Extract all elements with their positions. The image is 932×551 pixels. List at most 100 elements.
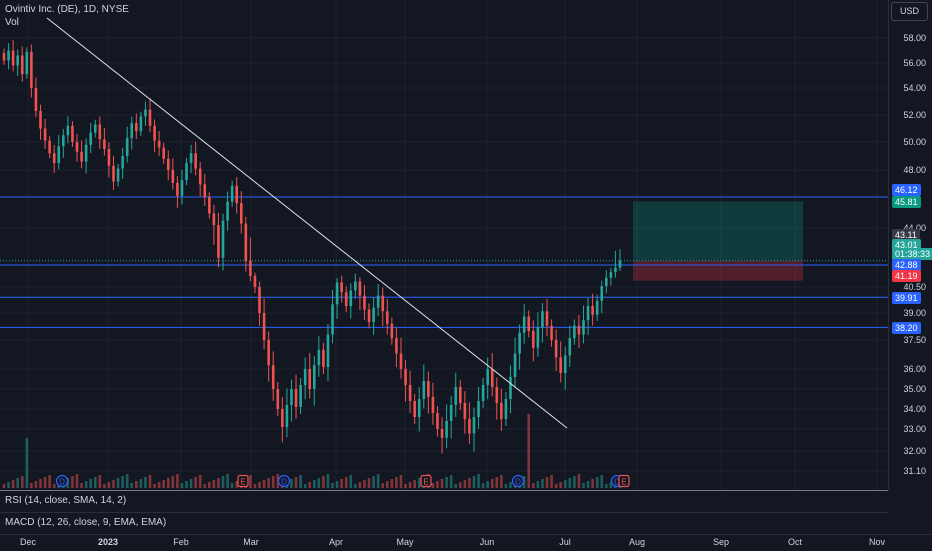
volume-bar <box>308 482 312 488</box>
candle-body <box>130 123 134 138</box>
volume-bar <box>509 482 512 488</box>
volume-bar <box>468 478 471 488</box>
volume-bar <box>271 476 275 488</box>
candle-body <box>481 385 485 401</box>
volume-bar <box>162 480 166 488</box>
volume-bar <box>276 474 280 488</box>
volume-bar <box>235 481 239 488</box>
candle-body <box>354 281 357 291</box>
candle-body <box>30 51 33 88</box>
candle-body <box>340 282 343 293</box>
price-axis[interactable]: 58.00 56.00 54.00 52.00 50.00 48.00 44.00 40.50… <box>888 0 932 490</box>
candle-body <box>595 300 599 315</box>
volume-bar <box>89 479 92 488</box>
candle-body <box>48 140 51 154</box>
target-zone <box>633 201 803 261</box>
candle-body <box>20 55 24 75</box>
candle-body <box>463 403 467 419</box>
volume-bar <box>586 481 590 488</box>
dividend-marker <box>511 474 525 488</box>
candle-body <box>331 304 334 335</box>
candle-body <box>545 311 549 326</box>
candle-body <box>605 277 608 287</box>
volume-bar <box>262 480 266 488</box>
price-tick-label: 40.50 <box>903 282 926 292</box>
volume-bar <box>176 474 179 488</box>
symbol-title[interactable]: Ovintiv Inc. (DE), 1D, NYSE <box>5 4 129 15</box>
candle-body <box>326 334 330 368</box>
candle-body <box>344 292 348 307</box>
price-tag: 01:38:33 <box>892 248 932 260</box>
time-axis[interactable]: Dec 2023 Feb Mar Apr May Jun Jul Aug Sep Oct Nov <box>0 534 932 551</box>
dividend-icon[interactable]: D <box>277 474 291 488</box>
candle-body <box>582 320 585 335</box>
price-tag: 39.91 <box>892 292 921 304</box>
volume-bar <box>454 484 458 488</box>
candle-body <box>93 124 97 133</box>
candle-body <box>513 353 517 377</box>
volume-bar <box>595 477 599 488</box>
candle-body <box>43 128 47 141</box>
candle-body <box>559 357 562 373</box>
volume-bar <box>527 414 531 488</box>
candle-body <box>125 137 129 156</box>
volume-bar <box>522 476 526 488</box>
candle-body <box>376 295 380 308</box>
volume-bar <box>390 479 394 488</box>
volume-bar <box>326 474 330 488</box>
volume-bar <box>180 483 184 488</box>
volume-label[interactable]: Vol <box>5 17 19 28</box>
volume-bar <box>605 484 608 488</box>
candle-body <box>98 124 102 140</box>
volume-bar <box>185 481 188 488</box>
macd-label[interactable]: MACD (12, 26, close, 9, EMA, EMA) <box>5 517 167 528</box>
candle-body <box>34 88 38 111</box>
volume-bar <box>472 476 476 488</box>
candle-body <box>609 272 613 278</box>
candle-body <box>203 184 207 198</box>
stop-zone <box>633 260 803 281</box>
candle-body <box>381 295 385 312</box>
volume-bar <box>25 438 29 488</box>
candle-body <box>408 385 412 401</box>
candle-body <box>404 369 407 385</box>
volume-bar <box>2 484 6 488</box>
earnings-icon[interactable]: E <box>420 474 432 488</box>
rsi-pane[interactable]: RSI (14, close, SMA, 14, 2) <box>0 490 888 512</box>
candle-body <box>25 51 29 75</box>
candle-body <box>212 213 216 226</box>
time-tick-label: Oct <box>787 537 803 547</box>
volume-bar <box>11 480 15 488</box>
volume-bar <box>171 476 175 488</box>
volume-bar <box>153 484 156 488</box>
volume-bar <box>340 479 343 488</box>
volume-bar <box>436 481 439 488</box>
macd-pane[interactable]: MACD (12, 26, close, 9, EMA, EMA) <box>0 512 888 534</box>
price-tick-label: 48.00 <box>903 165 926 175</box>
candle-body <box>16 55 19 66</box>
candle-body <box>440 429 444 438</box>
candle-body <box>107 149 111 166</box>
time-tick-label: Dec <box>19 537 37 547</box>
volume-bar <box>34 481 38 488</box>
event-letter: D <box>59 478 65 487</box>
volume-bar <box>600 475 604 488</box>
candle-body <box>171 170 175 183</box>
volume-bar <box>609 482 613 488</box>
price-tick-label: 35.00 <box>903 384 926 394</box>
currency-button[interactable]: USD <box>891 2 928 21</box>
volume-bar <box>194 477 197 488</box>
volume-bar <box>75 474 79 488</box>
dividend-icon[interactable]: D <box>511 474 525 488</box>
volume-bar <box>39 479 42 488</box>
candle-body <box>322 349 325 368</box>
earnings-icon[interactable]: E <box>618 474 630 488</box>
earnings-icon[interactable]: E <box>237 474 249 488</box>
candle-body <box>509 377 512 399</box>
price-tick-label: 31.10 <box>903 466 926 476</box>
candle-body <box>500 403 503 419</box>
dividend-icon[interactable]: D <box>55 474 69 488</box>
rsi-label[interactable]: RSI (14, close, SMA, 14, 2) <box>5 495 127 506</box>
